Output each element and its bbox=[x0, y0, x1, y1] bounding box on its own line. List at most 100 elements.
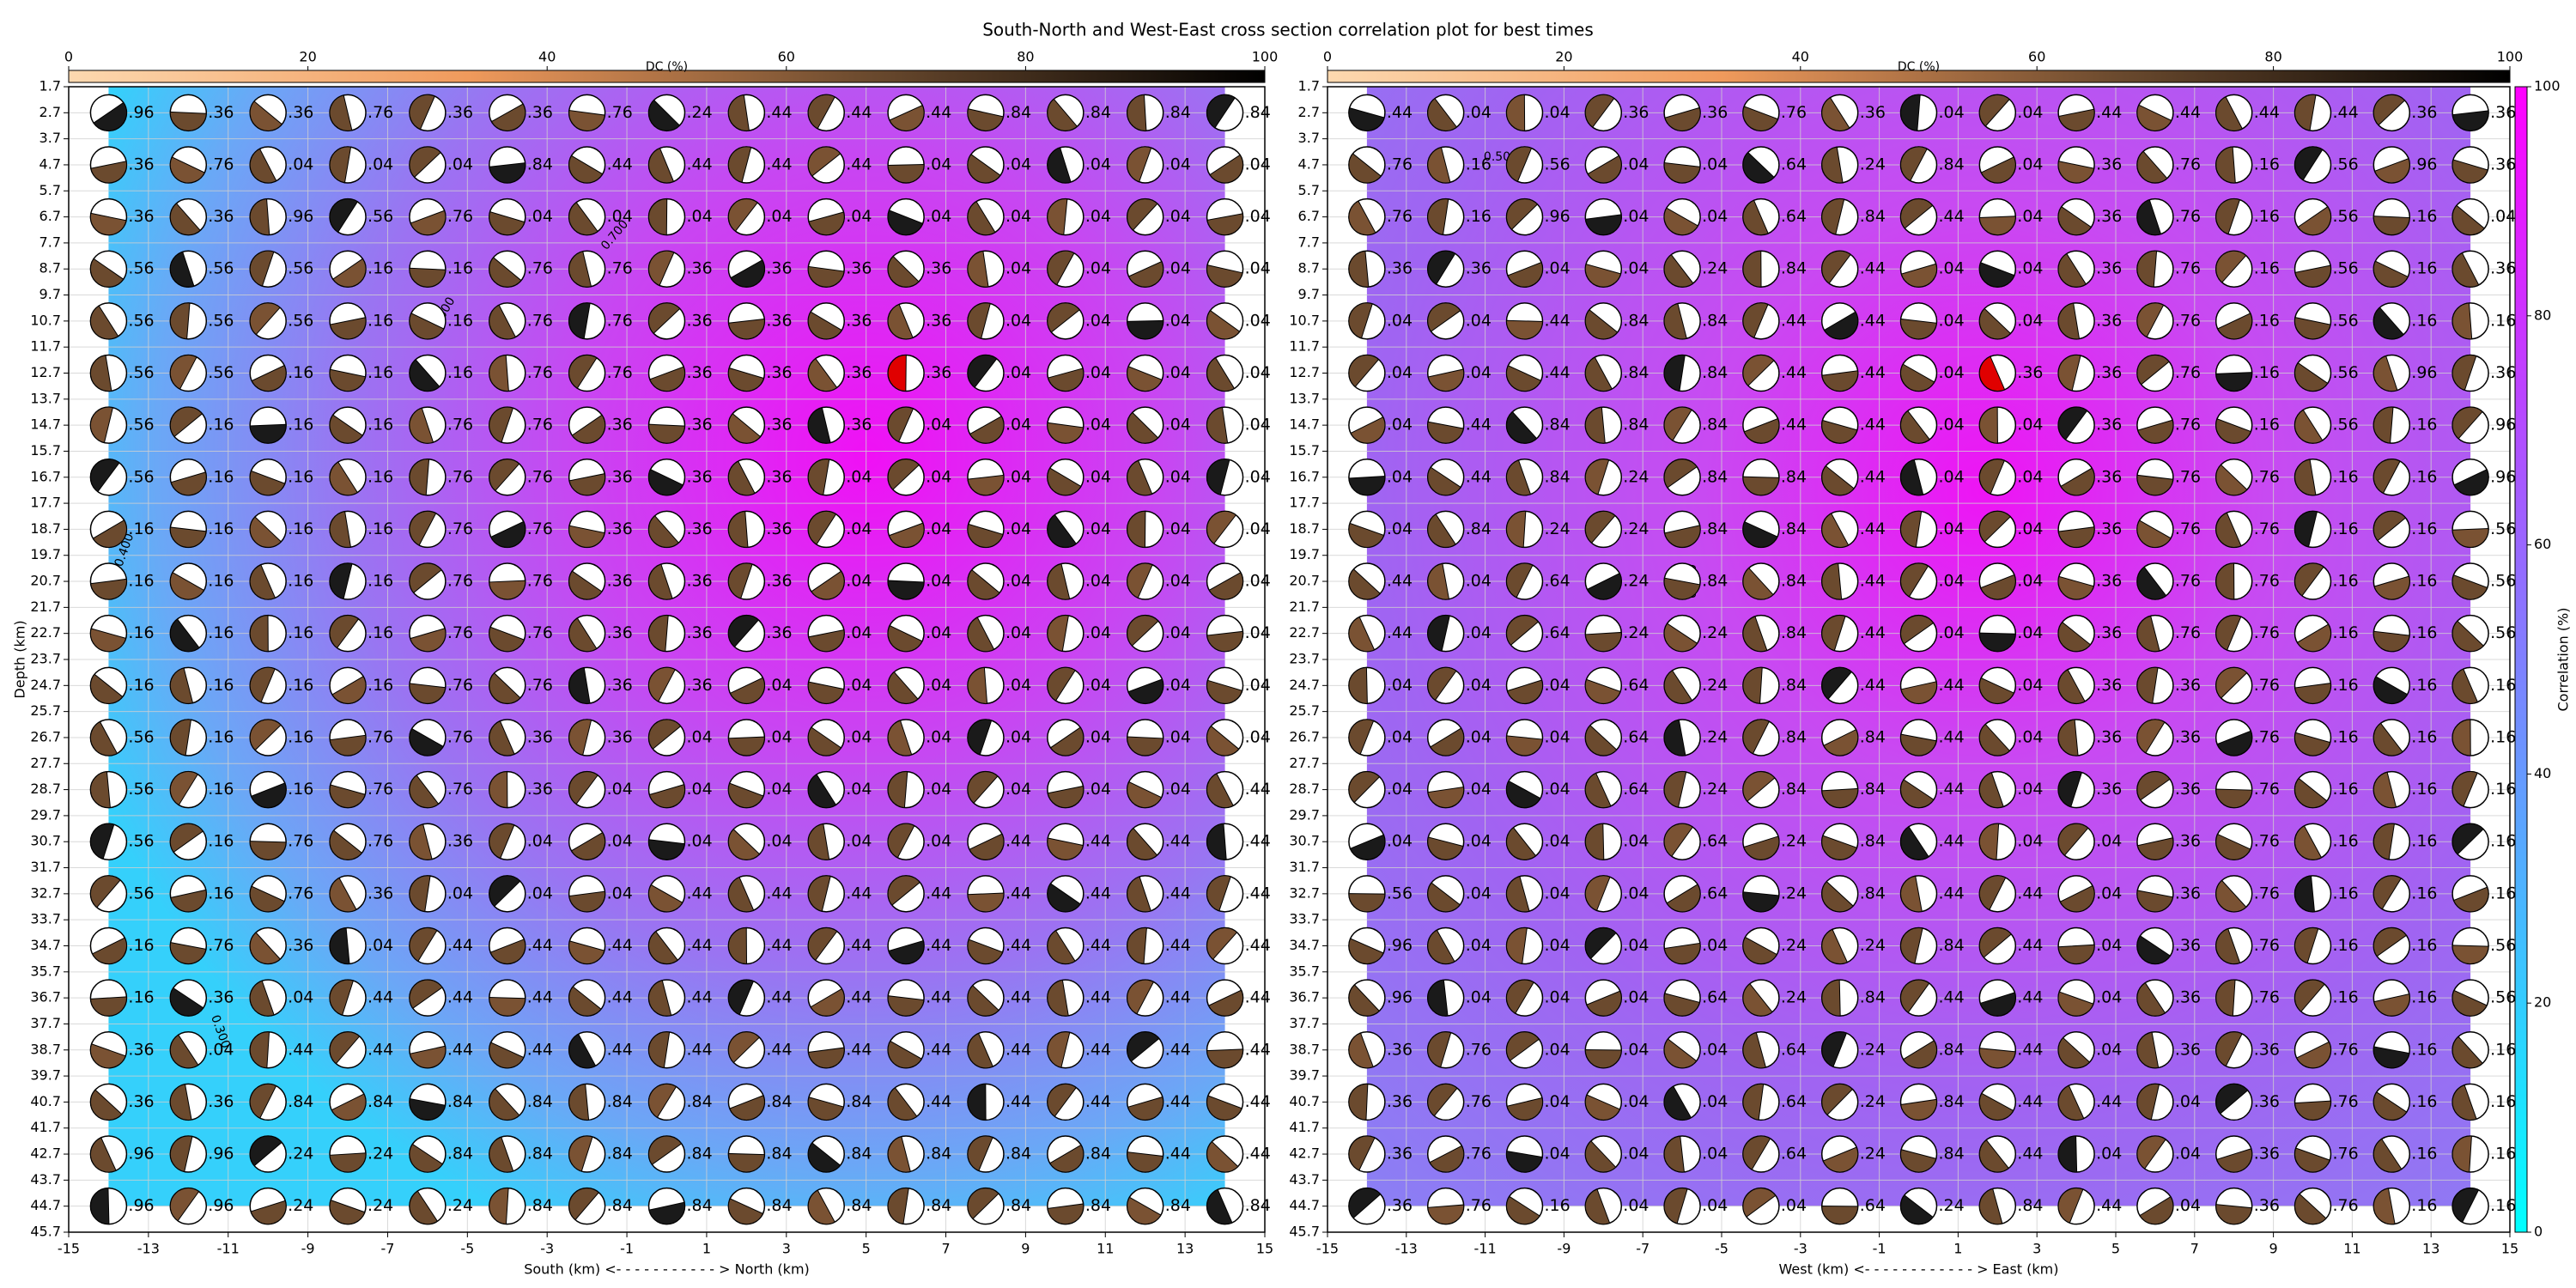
beachball-fill bbox=[2451, 620, 2485, 652]
colorbar-label: Correlation (%) bbox=[2555, 608, 2572, 712]
beachball bbox=[568, 770, 606, 809]
beachball-fill bbox=[1047, 785, 1084, 808]
beachball-fill bbox=[1980, 156, 2016, 184]
beachball-fill bbox=[1427, 786, 1465, 809]
beachball-fill bbox=[1666, 884, 1701, 913]
beachball bbox=[2057, 510, 2095, 549]
beachball-fill bbox=[332, 258, 367, 288]
beachball-fill bbox=[1978, 510, 2012, 543]
cell-label: .44 bbox=[1860, 363, 1886, 382]
beachball bbox=[1663, 927, 1701, 965]
beachball-fill bbox=[1427, 302, 1461, 332]
beachball bbox=[967, 770, 1005, 809]
cell-label: .44 bbox=[1005, 1092, 1031, 1111]
beachball bbox=[329, 823, 367, 860]
cell-label: .36 bbox=[687, 311, 713, 330]
beachball bbox=[1899, 1083, 1938, 1121]
beachball bbox=[409, 459, 447, 496]
beachball bbox=[2372, 302, 2411, 340]
beachball bbox=[1126, 459, 1164, 496]
cell-label: .76 bbox=[1387, 155, 1413, 173]
cell-label: .44 bbox=[1085, 832, 1111, 851]
beachball-fill bbox=[1585, 511, 1616, 544]
cell-label: .16 bbox=[368, 311, 393, 330]
beachball bbox=[2136, 1083, 2174, 1121]
cell-label: .04 bbox=[2017, 207, 2043, 226]
cell-label: .04 bbox=[1165, 155, 1191, 173]
y-tick-label: 24.7 bbox=[30, 677, 61, 693]
beachball bbox=[1584, 979, 1623, 1017]
cell-label: .36 bbox=[607, 572, 633, 591]
cell-label: .04 bbox=[1939, 467, 1965, 486]
y-tick-label: 15.7 bbox=[1289, 442, 1320, 459]
beachball bbox=[807, 1187, 845, 1225]
beachball-fill bbox=[2057, 355, 2081, 392]
plot-frame bbox=[1327, 86, 2511, 1233]
cell-label: .16 bbox=[2333, 623, 2359, 642]
beachball-fill bbox=[329, 615, 360, 649]
beachball-fill bbox=[410, 628, 447, 653]
cell-label: .76 bbox=[527, 363, 553, 382]
beachball-fill bbox=[1206, 679, 1243, 704]
beachball-fill bbox=[1047, 1203, 1084, 1224]
beachball bbox=[2372, 354, 2411, 392]
beachball-fill bbox=[1047, 615, 1069, 652]
cell-label: .04 bbox=[2017, 155, 2043, 173]
cell-label: .04 bbox=[2175, 1092, 2201, 1111]
beachball-fill bbox=[2373, 1138, 2403, 1173]
beachball bbox=[1978, 1187, 2017, 1225]
beachball bbox=[2293, 94, 2332, 132]
beachball-fill bbox=[1047, 422, 1084, 444]
beachball-fill bbox=[887, 875, 921, 906]
cell-label: .04 bbox=[1466, 103, 1492, 122]
cell-label: .04 bbox=[2017, 572, 2043, 591]
cell-label: .36 bbox=[128, 1092, 154, 1111]
beachball-fill bbox=[2136, 1135, 2166, 1170]
beachball bbox=[2293, 562, 2332, 600]
beachball bbox=[169, 302, 208, 340]
cell-label: .36 bbox=[607, 467, 633, 486]
beachball bbox=[1206, 614, 1244, 653]
beachball bbox=[1820, 927, 1859, 965]
beachball bbox=[1978, 146, 2017, 184]
cell-label: .84 bbox=[1623, 363, 1649, 382]
beachball-fill bbox=[1506, 679, 1543, 704]
beachball bbox=[1126, 250, 1164, 288]
beachball bbox=[1820, 979, 1859, 1017]
y-tick-label: 21.7 bbox=[1289, 598, 1320, 615]
beachball-fill bbox=[807, 823, 830, 860]
beachball bbox=[2215, 770, 2253, 809]
cell-label: .44 bbox=[2333, 103, 2359, 122]
beachball bbox=[2372, 94, 2411, 132]
beachball bbox=[409, 354, 447, 392]
beachball-fill bbox=[967, 617, 995, 653]
beachball-fill bbox=[409, 313, 445, 340]
beachball-fill bbox=[2294, 94, 2317, 131]
cell-label: .56 bbox=[128, 727, 154, 746]
cell-label: .84 bbox=[527, 1092, 553, 1111]
y-tick-label: 9.7 bbox=[1298, 286, 1320, 302]
beachball bbox=[169, 1083, 208, 1121]
beachball bbox=[727, 614, 766, 653]
cell-label: .56 bbox=[2490, 623, 2516, 642]
beachball-fill bbox=[489, 997, 526, 1017]
beachball-fill bbox=[2294, 875, 2316, 913]
beachball bbox=[1978, 719, 2017, 756]
beachball bbox=[2136, 510, 2174, 549]
figure-title: South-North and West-East cross section … bbox=[982, 20, 1594, 40]
beachball-fill bbox=[249, 841, 287, 860]
beachball-fill bbox=[727, 979, 755, 1016]
cell-label: .16 bbox=[447, 259, 473, 278]
cell-label: .04 bbox=[1245, 155, 1271, 173]
cell-label: .44 bbox=[1245, 1092, 1271, 1111]
beachball bbox=[2057, 302, 2095, 340]
beachball bbox=[727, 302, 766, 340]
cell-label: .44 bbox=[607, 936, 633, 955]
beachball-fill bbox=[1587, 155, 1622, 184]
cell-label: .44 bbox=[1860, 416, 1886, 434]
beachball-fill bbox=[1348, 153, 1382, 184]
cell-label: .04 bbox=[2017, 259, 2043, 278]
cell-label: .36 bbox=[2490, 363, 2516, 382]
beachball-fill bbox=[1505, 979, 1534, 1014]
beachball-fill bbox=[1506, 562, 1534, 598]
